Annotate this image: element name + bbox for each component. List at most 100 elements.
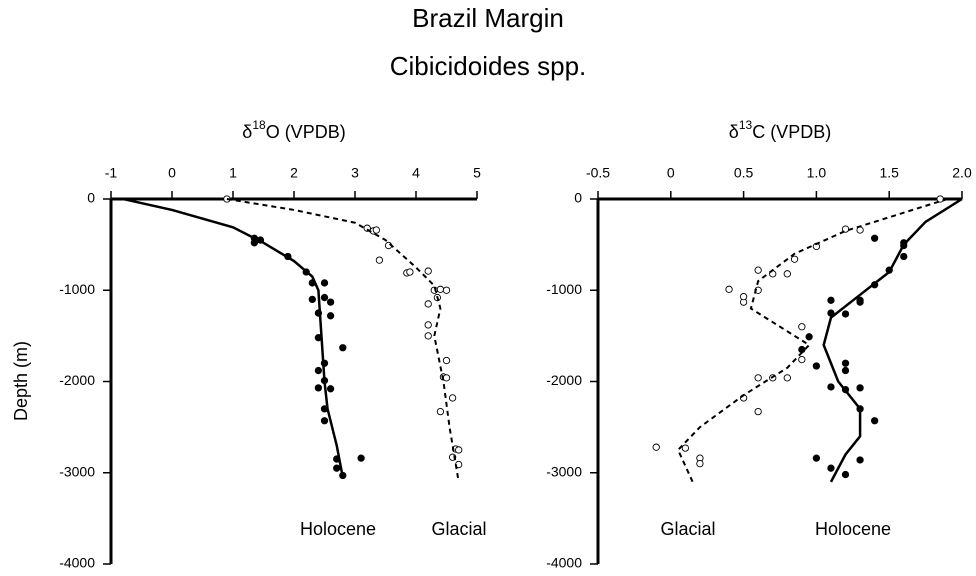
data-point xyxy=(424,332,432,340)
x-label-prefix: δ xyxy=(729,122,739,142)
data-point xyxy=(448,394,457,402)
curve xyxy=(676,198,948,483)
x-tick-label: 1.5 xyxy=(879,165,899,181)
data-point xyxy=(357,454,365,462)
y-tick-label: -2000 xyxy=(546,372,582,388)
x-tick-label: 0 xyxy=(667,165,675,181)
x-tick-label: 5 xyxy=(473,165,481,181)
data-point xyxy=(424,300,432,308)
data-point xyxy=(372,226,380,234)
title: Brazil Margin xyxy=(412,3,564,33)
data-point xyxy=(783,374,791,382)
data-point xyxy=(320,279,329,287)
x-tick-label: 1.0 xyxy=(807,165,827,181)
data-point xyxy=(841,310,850,318)
data-point xyxy=(936,195,944,203)
x-tick-label: 3 xyxy=(351,165,359,181)
data-point xyxy=(333,464,341,472)
y-tick-label: -1000 xyxy=(546,281,582,297)
data-point xyxy=(314,384,323,392)
x-label-sup: 13 xyxy=(739,118,753,132)
x-tick-label: -1 xyxy=(105,165,118,181)
data-point xyxy=(856,384,864,392)
data-point xyxy=(870,234,879,242)
data-point xyxy=(436,407,445,416)
data-point xyxy=(436,285,445,293)
data-point xyxy=(326,385,335,393)
data-point xyxy=(841,470,850,479)
x-tick-label: 4 xyxy=(412,165,420,181)
data-point xyxy=(681,444,690,452)
y-tick-label: 0 xyxy=(574,190,582,206)
data-point xyxy=(250,239,259,247)
data-point xyxy=(812,454,821,462)
data-point xyxy=(827,464,835,472)
data-point xyxy=(406,268,414,276)
data-point xyxy=(320,293,329,302)
data-point xyxy=(805,333,813,341)
data-point xyxy=(326,298,335,306)
x-axis-label: δ18O (VPDB) xyxy=(242,118,345,142)
y-tick-label: -4000 xyxy=(59,555,95,571)
x-label-prefix: δ xyxy=(242,122,252,142)
y-tick-label: -1000 xyxy=(59,281,95,297)
data-point xyxy=(424,267,432,275)
x-tick-label: 2.0 xyxy=(952,165,972,181)
y-tick-label: -3000 xyxy=(546,463,582,479)
x-label-sup: 18 xyxy=(252,118,266,132)
data-point xyxy=(375,256,384,264)
data-point xyxy=(900,252,908,261)
annotation: Glacial xyxy=(660,519,715,539)
subtitle: Cibicidoides spp. xyxy=(390,51,587,81)
y-tick-label: -4000 xyxy=(546,555,582,571)
data-point xyxy=(326,312,335,320)
annotation: Glacial xyxy=(431,519,486,539)
y-tick-label: 0 xyxy=(87,190,95,206)
data-point xyxy=(754,407,762,416)
data-point xyxy=(754,374,762,382)
curve xyxy=(822,197,963,483)
data-point xyxy=(798,355,806,364)
data-point xyxy=(442,374,451,382)
x-tick-label: 1 xyxy=(229,165,237,181)
data-point xyxy=(790,255,799,263)
data-point xyxy=(841,366,850,375)
y-tick-label: -3000 xyxy=(59,463,95,479)
data-point xyxy=(827,296,835,304)
data-point xyxy=(652,443,660,451)
y-axis-label: Depth (m) xyxy=(11,341,31,421)
data-point xyxy=(870,417,879,425)
annotation: Holocene xyxy=(300,519,376,539)
x-label-suffix: O (VPDB) xyxy=(266,122,346,142)
data-point xyxy=(827,383,835,391)
data-point xyxy=(696,459,704,468)
data-point xyxy=(339,344,347,352)
x-tick-label: 2 xyxy=(290,165,298,181)
x-axis-label: δ13C (VPDB) xyxy=(729,118,831,142)
x-tick-label: 0 xyxy=(168,165,176,181)
curve xyxy=(122,197,345,478)
x-tick-label: -0.5 xyxy=(586,165,610,181)
data-point xyxy=(783,270,791,278)
annotation: Holocene xyxy=(815,519,891,539)
data-point xyxy=(841,359,850,367)
x-label-suffix: C (VPDB) xyxy=(752,122,831,142)
data-point xyxy=(798,323,806,331)
data-point xyxy=(856,456,864,464)
data-point xyxy=(320,417,329,425)
y-tick-label: -2000 xyxy=(59,372,95,388)
data-point xyxy=(314,366,323,375)
data-point xyxy=(455,446,463,454)
data-point xyxy=(442,356,451,365)
data-point xyxy=(424,321,432,329)
curve xyxy=(226,198,460,483)
data-point xyxy=(754,266,762,274)
data-point xyxy=(442,286,451,294)
data-point xyxy=(308,295,316,304)
data-point xyxy=(812,362,821,370)
data-point xyxy=(739,292,748,301)
data-point xyxy=(856,298,864,306)
data-point xyxy=(725,285,733,293)
x-tick-label: 0.5 xyxy=(734,165,754,181)
